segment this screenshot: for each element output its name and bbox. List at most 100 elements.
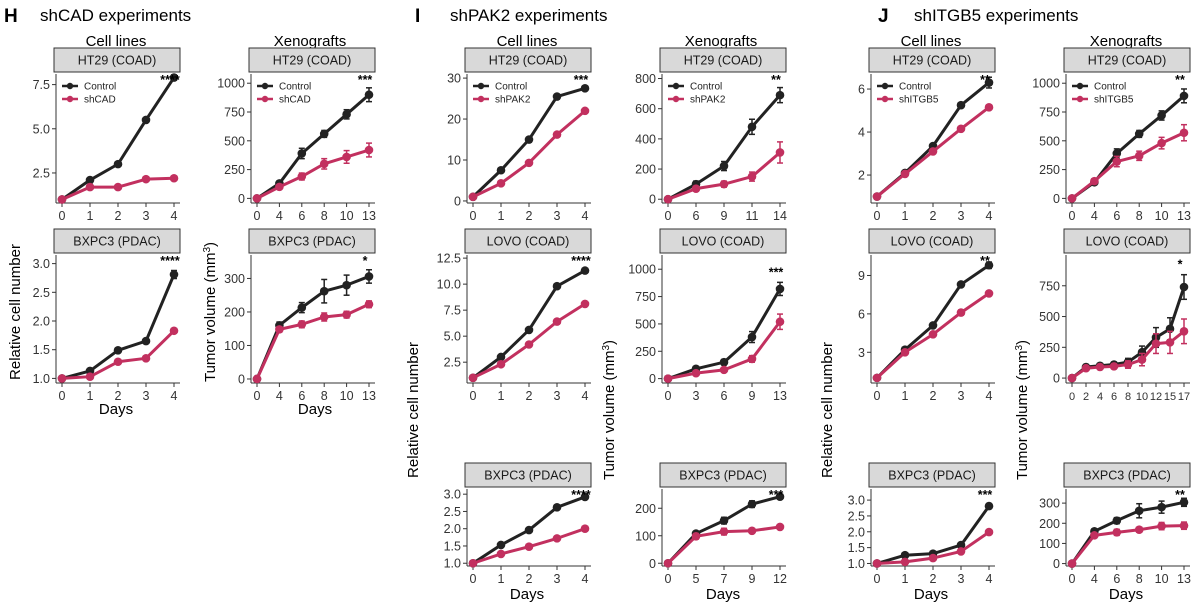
subplot-i-xeno-lovo: LOVO (COAD) 0 250 500 750 1000 0 3 6 9 13 *** xyxy=(628,228,787,403)
series-knockdown xyxy=(1067,318,1189,383)
facet-strip-label: BXPC3 (PDAC) xyxy=(1083,469,1171,483)
y-tick-label: 1.0 xyxy=(848,557,865,571)
data-point xyxy=(956,540,966,550)
series-line xyxy=(472,269,586,380)
legend-marker xyxy=(261,82,269,90)
x-tick-label: 15 xyxy=(1164,391,1176,403)
data-point xyxy=(691,184,701,193)
data-point xyxy=(364,299,374,309)
x-tick-label: 0 xyxy=(665,209,672,223)
x-tick-label: 0 xyxy=(470,389,477,403)
x-tick-label: 2 xyxy=(1083,391,1089,403)
x-tick-label: 6 xyxy=(721,389,728,403)
x-tick-label: 2 xyxy=(930,209,937,223)
subplot-i-cell-lovo: LOVO (COAD) 2.5 5.0 7.5 10.0 12.5 0 1 2 3 4 **** xyxy=(437,228,592,403)
panel-title-h: shCAD experiments xyxy=(40,6,191,25)
data-point xyxy=(580,299,590,309)
series-knockdown xyxy=(57,326,179,383)
legend-marker xyxy=(477,82,485,90)
x-tick-label: 6 xyxy=(1113,209,1120,223)
y-tick-label: 7.5 xyxy=(33,78,50,92)
subplot-h-xeno-ht29: HT29 (COAD) 0 250 500 750 1000 0 4 6 8 10 13 *** Cont… xyxy=(217,47,376,223)
facet-strip-label: HT29 (COAD) xyxy=(1088,54,1166,68)
data-point xyxy=(775,522,785,532)
facet-strip-label: HT29 (COAD) xyxy=(893,54,971,68)
y-tick-label: 0 xyxy=(649,193,656,207)
data-point xyxy=(1179,521,1189,530)
x-tick-label: 4 xyxy=(986,389,993,403)
subplot-h-cell-bxpc3: BXPC3 (PDAC) 1.0 1.5 2.0 2.5 3.0 0 1 2 3 4 **** xyxy=(33,228,181,403)
data-point xyxy=(275,182,284,192)
subplot-h-xeno-bxpc3: BXPC3 (PDAC) 0 100 200 300 0 4 6 8 10 13 * xyxy=(224,228,376,403)
y-tick-label: 2.5 xyxy=(444,505,461,519)
x-tick-label: 11 xyxy=(746,209,759,223)
x-tick-label: 8 xyxy=(1136,572,1143,586)
y-tick-label: 3.0 xyxy=(33,257,50,271)
x-tick-label: 6 xyxy=(298,209,305,223)
x-tick-label: 0 xyxy=(59,389,66,403)
data-point xyxy=(1179,327,1189,336)
column-header-j-xeno: Xenografts xyxy=(1090,33,1163,50)
y-tick-label: 0 xyxy=(238,192,245,206)
data-point xyxy=(747,332,757,342)
data-point xyxy=(747,526,757,536)
y-tick-label: 6 xyxy=(858,307,865,321)
column-header-h-xeno: Xenografts xyxy=(274,33,347,50)
series-knockdown xyxy=(468,524,590,568)
x-tick-label: 4 xyxy=(582,572,589,586)
data-point xyxy=(524,542,534,551)
data-point xyxy=(928,330,938,339)
x-tick-label: 3 xyxy=(554,209,561,223)
data-point xyxy=(775,492,785,502)
legend-label: Control xyxy=(1094,82,1126,93)
facet-strip xyxy=(464,47,592,73)
x-tick-label: 1 xyxy=(902,389,909,403)
data-point xyxy=(1095,362,1105,372)
data-point xyxy=(364,90,374,100)
y-axis-title-j-xeno: Tumor volume (mm3) xyxy=(1014,340,1031,480)
data-point xyxy=(775,148,785,157)
data-point xyxy=(85,175,95,185)
x-tick-label: 4 xyxy=(171,209,178,223)
legend: Control shCAD xyxy=(62,82,116,106)
y-tick-label: 500 xyxy=(1039,134,1060,148)
legend-label: Control xyxy=(495,82,527,93)
data-point xyxy=(113,159,123,169)
data-point xyxy=(984,260,994,270)
x-axis-title-j-xeno: Days xyxy=(1109,586,1143,603)
x-tick-label: 0 xyxy=(874,389,881,403)
x-tick-label: 17 xyxy=(1178,391,1190,403)
facet-strip xyxy=(868,462,996,488)
data-point xyxy=(468,558,478,568)
x-tick-label: 3 xyxy=(958,572,965,586)
x-tick-label: 1 xyxy=(902,572,909,586)
x-tick-label: 6 xyxy=(298,389,305,403)
panel-title-j: shITGB5 experiments xyxy=(914,6,1078,25)
data-point xyxy=(956,308,966,317)
facet-strip xyxy=(53,47,181,73)
legend-marker xyxy=(477,95,485,103)
data-point xyxy=(252,194,262,203)
series-line xyxy=(61,76,176,201)
data-point xyxy=(747,499,757,509)
data-point xyxy=(900,557,910,567)
x-axis-title-i-xeno: Days xyxy=(706,586,740,603)
data-point xyxy=(1179,128,1189,138)
series-knockdown xyxy=(872,103,994,201)
data-point xyxy=(319,286,329,296)
significance-label: **** xyxy=(160,254,180,268)
x-tick-label: 10 xyxy=(1155,572,1169,586)
data-point xyxy=(468,192,478,202)
x-axis-title-i-cells: Days xyxy=(510,586,544,603)
x-tick-label: 1 xyxy=(87,209,94,223)
legend: Control shPAK2 xyxy=(668,82,726,106)
data-point xyxy=(691,368,701,378)
data-point xyxy=(775,284,785,294)
significance-label: ** xyxy=(980,73,990,87)
data-point xyxy=(57,195,67,204)
data-point xyxy=(468,373,478,383)
x-tick-label: 9 xyxy=(749,389,756,403)
data-point xyxy=(113,357,123,367)
x-tick-label: 3 xyxy=(143,209,150,223)
